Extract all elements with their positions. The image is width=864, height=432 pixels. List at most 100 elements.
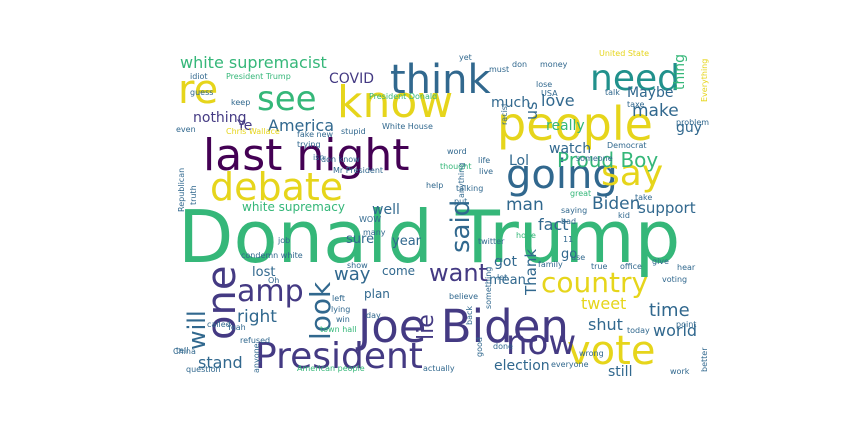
word-many: many — [363, 228, 386, 237]
word-thought: thought — [440, 162, 471, 171]
word-anyone: anyone — [252, 343, 261, 373]
word-want: want — [429, 259, 488, 287]
word-family: family — [538, 260, 563, 269]
word-white-supremacist: white supremacist — [180, 53, 327, 72]
word-go: go — [561, 247, 577, 262]
word-look: look — [304, 281, 337, 340]
word-yet: yet — [459, 53, 472, 62]
word-lie: lie — [414, 314, 439, 340]
word-well: well — [372, 202, 400, 218]
word-trying: trying — [297, 140, 321, 149]
word-win: win — [336, 315, 350, 324]
word-china: China — [173, 347, 196, 356]
word-watch: watch — [549, 141, 591, 157]
word-mr-president: Mr President — [333, 166, 383, 175]
word-town-hall: town hall — [320, 325, 357, 334]
word-one: one — [199, 266, 245, 340]
word-will: will — [183, 310, 211, 350]
word-time: time — [649, 300, 690, 321]
word-saying: saying — [561, 206, 587, 215]
word-don: don — [512, 60, 527, 69]
word-even: even — [176, 125, 196, 134]
word-truth: truth — [189, 185, 198, 205]
word-everyone: everyone — [551, 360, 589, 369]
word-president-donald: President Donald — [369, 92, 437, 101]
word-america: America — [268, 116, 334, 135]
word-anything: anything — [457, 163, 466, 198]
word-say: say — [601, 153, 663, 194]
word-vote: vote — [567, 328, 655, 374]
word-money: money — [540, 60, 568, 69]
word-wrong: wrong — [579, 349, 604, 358]
word-day: day — [366, 311, 381, 320]
word-work: work — [670, 367, 690, 376]
word-covid: COVID — [329, 71, 374, 87]
word-amp: amp — [237, 274, 304, 309]
word-back: back — [465, 306, 474, 325]
word-use: use — [571, 253, 585, 262]
word-way: way — [334, 264, 371, 285]
word-much: much — [491, 95, 530, 111]
word-hope: hope — [516, 231, 536, 240]
word-bad: bad — [561, 217, 576, 226]
word-voting: voting — [662, 275, 687, 284]
word-right: right — [237, 307, 277, 327]
word-plan: plan — [364, 287, 390, 301]
word-president-trump: President Trump — [226, 72, 291, 81]
word-world: world — [653, 321, 697, 340]
word-lost: lost — [252, 265, 275, 280]
word-believe: believe — [449, 292, 478, 301]
word-problem: problem — [676, 118, 709, 127]
word-going: going — [506, 152, 618, 198]
word-now: now — [506, 323, 576, 363]
word-let: let — [497, 273, 507, 282]
word-nothing: nothing — [193, 110, 246, 126]
word-guy: guy — [676, 120, 702, 136]
word-got: got — [494, 254, 517, 270]
word-question: question — [186, 365, 221, 374]
word-refused: refused — [240, 336, 270, 345]
word-show: show — [347, 261, 368, 270]
word-taxe: taxe — [627, 100, 645, 109]
word-shut: shut — [588, 315, 623, 334]
word-racist: racist — [500, 103, 509, 125]
word-mean: mean — [489, 273, 526, 288]
word-done: done — [493, 342, 513, 351]
word-yeah: Yeah — [226, 323, 246, 332]
word-re: re — [178, 67, 218, 113]
word-actually: actually — [423, 364, 455, 373]
word-talk: talk — [605, 88, 620, 97]
word-job: job — [277, 236, 290, 245]
word-man: man — [506, 195, 544, 215]
word-biden: Biden — [592, 194, 640, 214]
word-fake-new: fake new — [297, 130, 334, 139]
word-tell: tell — [176, 346, 189, 355]
word-talking: talking — [456, 184, 483, 193]
word-don-know: don know — [321, 155, 360, 164]
word-ye: Ye — [236, 118, 252, 134]
word-people: people — [497, 97, 653, 151]
word-see: see — [257, 79, 317, 119]
word-president: President — [255, 336, 423, 377]
word-fact: fact — [538, 215, 569, 234]
word-donald-trump: Donald Trump — [178, 195, 680, 279]
word-love: love — [541, 91, 575, 110]
word-life: life — [478, 156, 490, 165]
word-debate: debate — [210, 165, 343, 209]
word-thing: thing — [672, 54, 688, 90]
word-make: make — [632, 101, 679, 121]
word-someone: someone — [576, 154, 613, 163]
word-sure: sure — [346, 232, 374, 247]
word-live: live — [479, 167, 493, 176]
word-left: left — [332, 294, 345, 303]
word-everything: Everything — [700, 59, 709, 102]
word-must: must — [489, 65, 509, 74]
word-twitter: twitter — [478, 237, 505, 246]
word-stand: stand — [198, 353, 243, 372]
word-united-state: United State — [599, 49, 649, 58]
word-proud-boy: Proud Boy — [557, 148, 658, 172]
word-something: something — [484, 267, 493, 309]
word-true: true — [591, 262, 607, 271]
word-condemn-white: condemn white — [241, 251, 303, 260]
word-office: office — [620, 262, 642, 271]
